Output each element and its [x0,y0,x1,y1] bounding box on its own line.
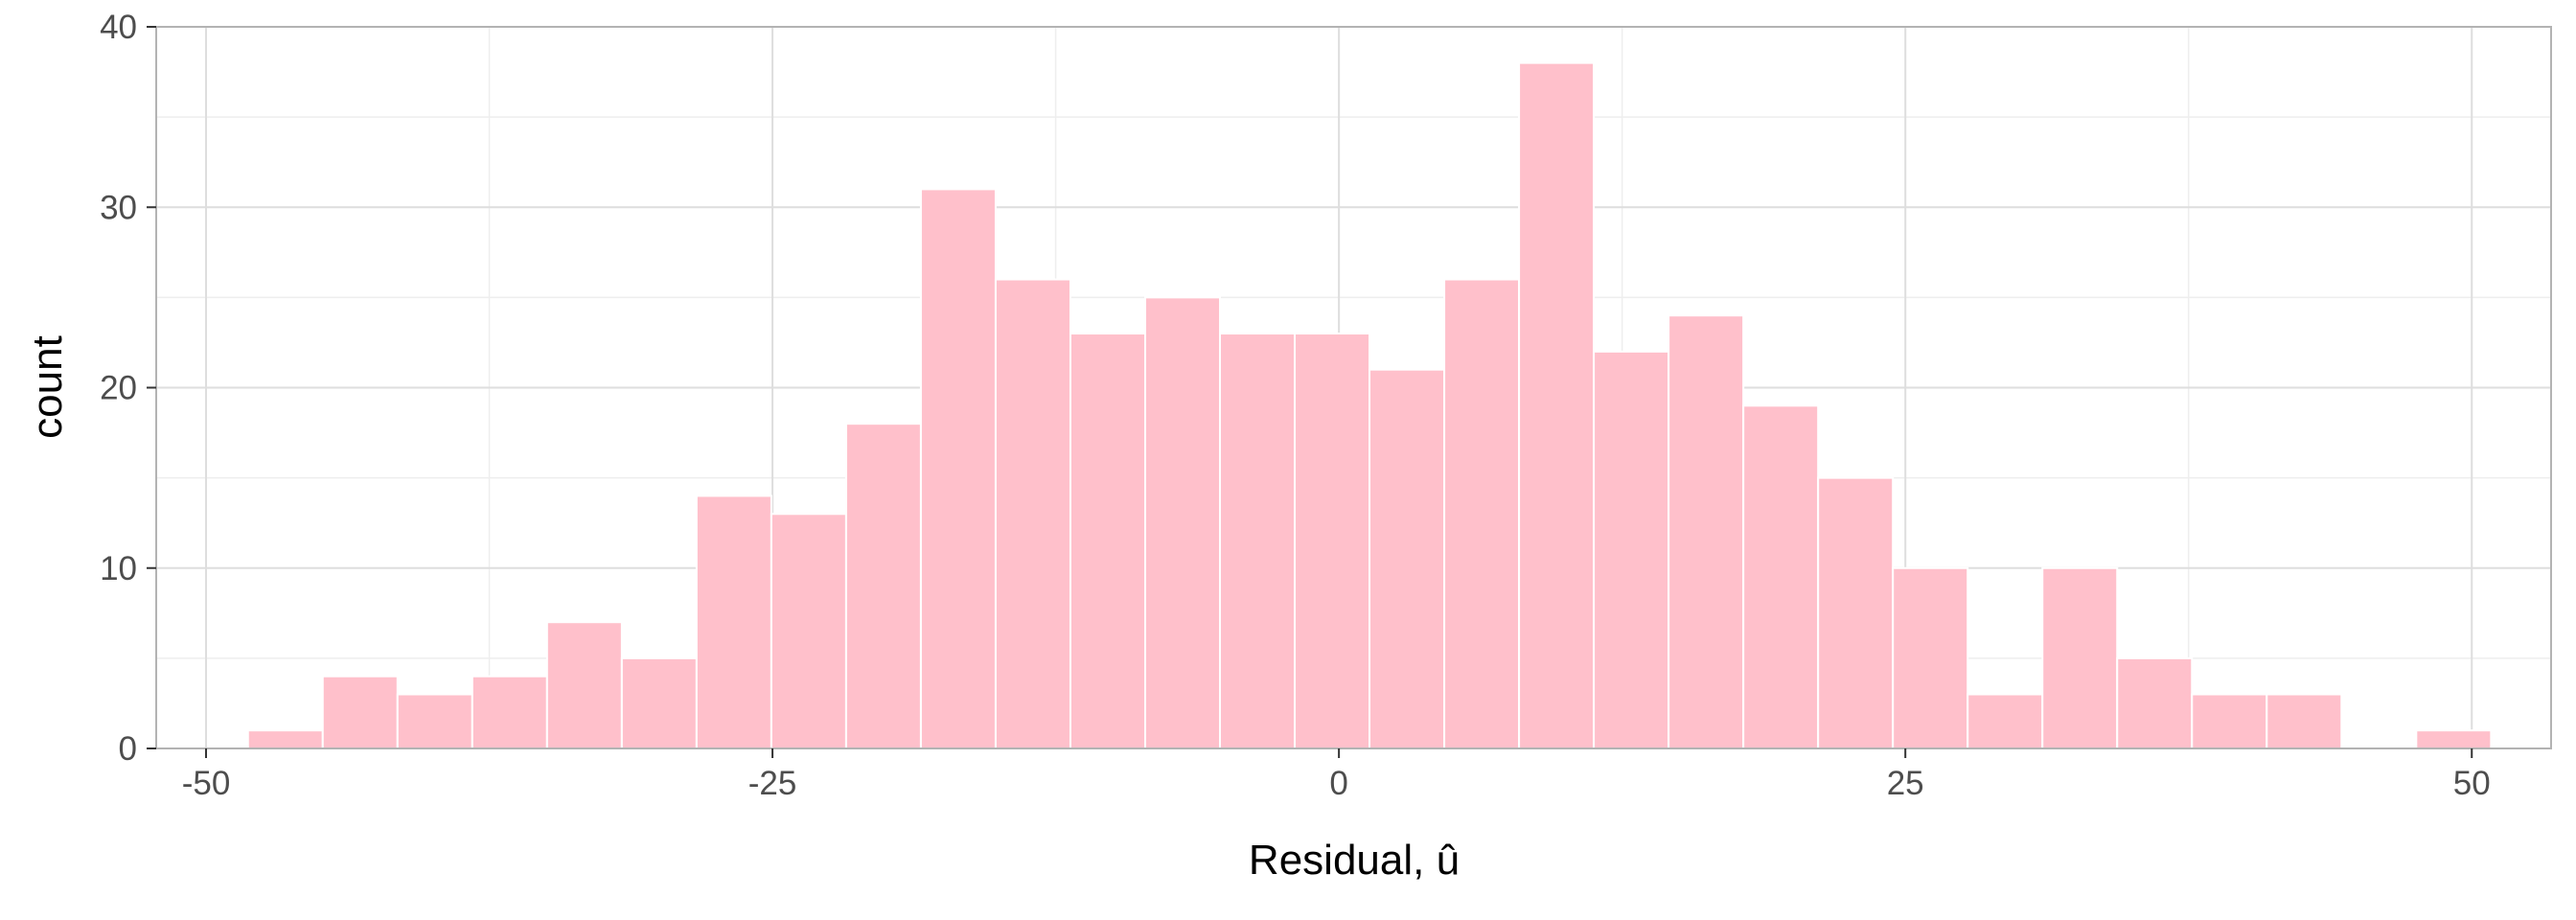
x-tick-label: 0 [1329,765,1347,802]
histogram-bar-16 [1443,278,1521,749]
histogram-bar-10 [994,278,1071,749]
axis-ticks [147,26,2473,758]
histogram-bar-27 [2266,693,2343,750]
histogram-bar-21 [1817,476,1895,749]
y-tick-label: 10 [100,550,137,587]
histogram-bar-15 [1368,368,1446,749]
y-axis-tick-labels: 0 10 20 30 40 [100,9,137,768]
y-tick-label: 30 [100,189,137,226]
histogram-bar-18 [1593,350,1670,749]
histogram-bar-25 [2116,656,2194,749]
histogram-bar-14 [1294,333,1371,749]
x-tick-label: 25 [1887,765,1924,802]
histogram-bar-4 [545,621,623,749]
histogram-bar-8 [844,423,922,749]
x-tick-label: 50 [2453,765,2491,802]
x-axis-title: Residual, û [1249,837,1460,884]
histogram-bar-3 [471,675,548,750]
y-tick-label: 20 [100,370,137,407]
y-axis-title: count [24,335,71,439]
y-tick-label: 0 [119,730,137,768]
histogram-bar-19 [1668,314,1745,749]
histogram-bar-17 [1518,61,1596,749]
histogram-bar-12 [1143,296,1222,749]
x-tick-label: -50 [182,765,231,802]
x-axis-tick-labels: -50 -25 0 25 50 [182,765,2491,802]
x-tick-label: -25 [748,765,797,802]
histogram-bar-2 [396,693,473,750]
histogram-bar-1 [321,675,399,750]
histogram-bar-26 [2191,693,2268,750]
histogram-bar-20 [1742,404,1820,749]
histogram-bar-22 [1892,566,1969,749]
histogram-bar-29 [2415,729,2493,749]
histogram-bar-0 [246,729,324,749]
histogram-bar-7 [770,513,847,750]
histogram-bar-5 [620,656,698,749]
histogram-bar-23 [1966,693,2044,750]
histogram-bar-11 [1069,333,1146,749]
histogram-bar-9 [919,188,997,750]
histogram-bar-24 [2041,566,2119,749]
histogram-bar-13 [1219,333,1297,749]
histogram-bar-6 [695,494,772,749]
y-tick-label: 40 [100,9,137,46]
histogram-bars [246,61,2493,750]
